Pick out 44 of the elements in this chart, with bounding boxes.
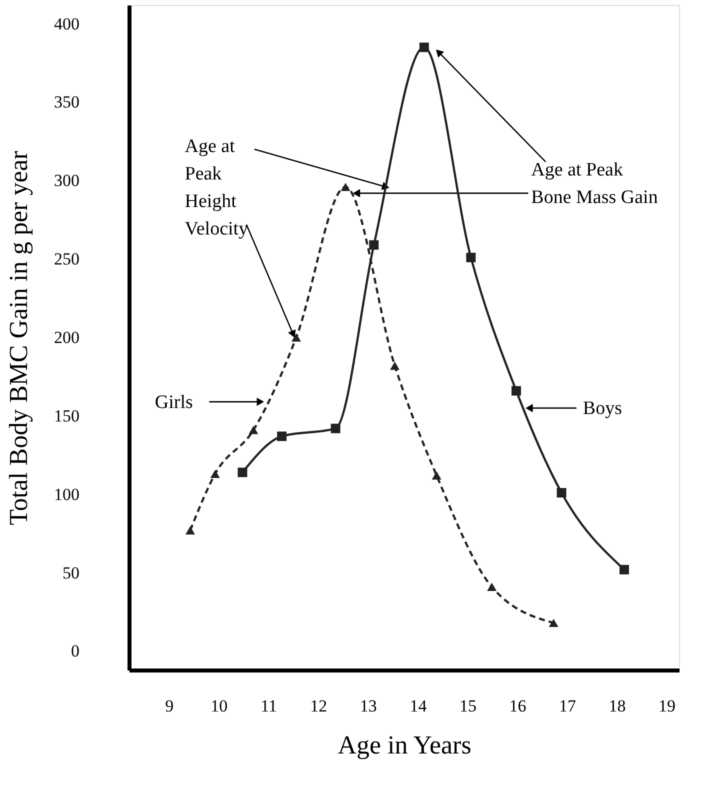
x-tick-label: 19	[658, 696, 676, 716]
y-axis-title: Total Body BMC Gain in g per year	[4, 150, 33, 526]
y-tick-label: 100	[54, 484, 80, 504]
point	[620, 564, 629, 574]
point	[548, 618, 558, 628]
x-tick-label: 12	[310, 696, 328, 716]
text: Boys	[582, 398, 622, 420]
point	[248, 426, 258, 434]
point	[466, 252, 476, 262]
x-tick-label: 13	[360, 696, 377, 716]
x-tick-label: 16	[509, 696, 526, 716]
point	[340, 182, 350, 192]
y-tick-label: 250	[54, 250, 80, 269]
point	[556, 488, 566, 498]
point	[390, 362, 400, 370]
point	[185, 526, 195, 535]
x-tick-label: 9	[165, 696, 174, 716]
point	[210, 470, 220, 478]
x-tick-label: 17	[559, 696, 577, 716]
x-axis-title: Age in Years	[338, 730, 472, 760]
y-tick-label: 200	[54, 328, 80, 347]
x-tick-label: 18	[608, 696, 626, 716]
x-tick-label: 10	[210, 696, 228, 716]
x-tick-label: 14	[410, 696, 428, 716]
annotation: Age at Peak Bone Mass Gain	[531, 160, 658, 208]
point	[419, 42, 429, 52]
point	[369, 240, 379, 250]
y-tick-label: 350	[54, 92, 80, 112]
text: Girls	[154, 392, 193, 413]
annotation: Age at Peak Height Velocity	[184, 136, 249, 240]
point	[487, 582, 497, 591]
point	[511, 386, 521, 396]
y-tick-label: 150	[54, 406, 80, 426]
point	[291, 333, 301, 342]
point	[277, 432, 287, 442]
y-tick-label: 300	[54, 171, 80, 190]
point	[238, 468, 248, 478]
point	[330, 424, 340, 434]
y-tick-label: 50	[62, 563, 80, 582]
x-tick-label: 11	[260, 696, 278, 716]
x-tick-label: 15	[459, 696, 476, 716]
point	[432, 471, 442, 480]
y-tick-label: 0	[71, 642, 80, 661]
y-tick-label: 400	[54, 14, 80, 34]
